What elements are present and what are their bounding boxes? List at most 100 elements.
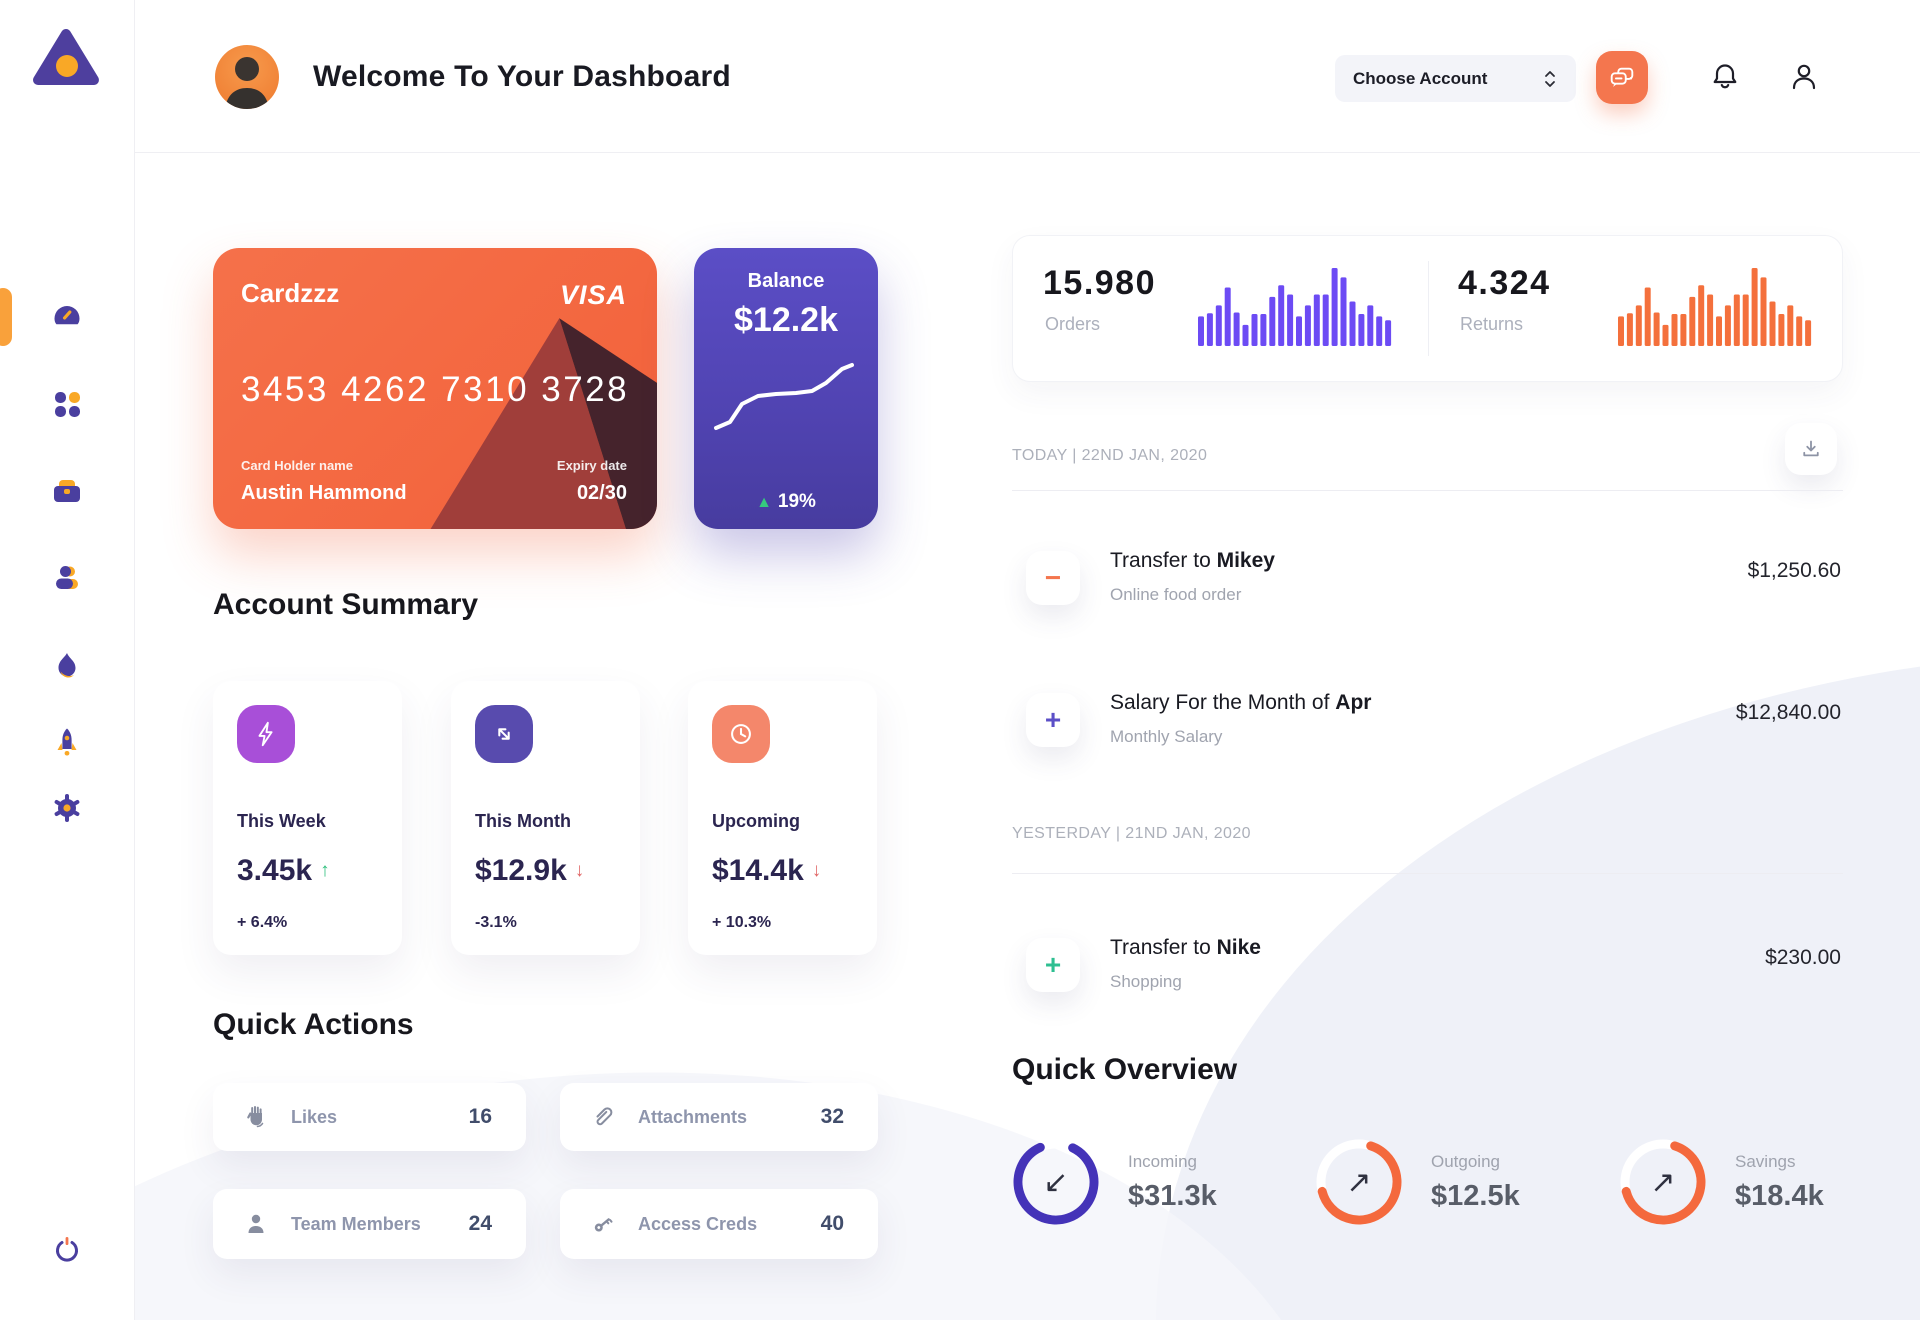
transaction-title: Transfer to Nike bbox=[1110, 936, 1261, 959]
messages-button[interactable] bbox=[1596, 51, 1648, 104]
arrow-down-left-icon: ↙ bbox=[1043, 1164, 1069, 1200]
header: Welcome To Your Dashboard Choose Account bbox=[135, 0, 1920, 153]
quick-action-count: 16 bbox=[468, 1105, 492, 1128]
transaction-amount: $1,250.60 bbox=[1747, 559, 1841, 582]
app-logo bbox=[30, 22, 102, 94]
transaction-subtitle: Monthly Salary bbox=[1110, 727, 1223, 746]
sidebar-item-people[interactable] bbox=[51, 562, 83, 594]
summary-value: $12.9k bbox=[475, 854, 567, 887]
date-header-today: TODAY | 22ND JAN, 2020 bbox=[1012, 447, 1208, 464]
quick-action-team-members[interactable]: Team Members 24 bbox=[213, 1189, 526, 1259]
sidebar-item-launch[interactable] bbox=[51, 726, 83, 758]
card-holder-label: Card Holder name bbox=[241, 458, 353, 473]
quick-action-attachments[interactable]: Attachments 32 bbox=[560, 1083, 878, 1151]
balance-delta: 19% bbox=[777, 491, 816, 512]
summary-delta: -3.1% bbox=[475, 914, 517, 931]
chevron-up-down-icon bbox=[1545, 70, 1555, 87]
download-button[interactable] bbox=[1785, 423, 1837, 475]
quick-action-label: Likes bbox=[291, 1106, 338, 1127]
download-icon bbox=[1803, 440, 1819, 457]
transaction-title: Salary For the Month of Apr bbox=[1110, 691, 1372, 714]
sidebar-item-trending[interactable] bbox=[51, 650, 83, 682]
orders-bar-chart bbox=[1198, 268, 1392, 346]
card-number: 3453 4262 7310 3728 bbox=[241, 370, 630, 409]
overview-value: $31.3k bbox=[1128, 1180, 1217, 1212]
divider bbox=[1012, 873, 1843, 874]
person-icon bbox=[1792, 64, 1816, 90]
quick-action-label: Attachments bbox=[638, 1106, 748, 1127]
users-icon bbox=[56, 566, 78, 589]
divider bbox=[1428, 261, 1429, 356]
balance-label: Balance bbox=[747, 270, 825, 292]
transaction-row-salary[interactable]: + Salary For the Month of Apr Monthly Sa… bbox=[1012, 685, 1843, 775]
account-selector-label: Choose Account bbox=[1353, 68, 1488, 88]
rocket-icon bbox=[57, 728, 77, 756]
trend-up-icon: ↑ bbox=[320, 860, 330, 881]
quick-action-count: 24 bbox=[468, 1212, 492, 1235]
summary-delta: + 6.4% bbox=[237, 914, 288, 931]
avatar-photo bbox=[225, 57, 269, 109]
summary-label: This Month bbox=[475, 811, 571, 831]
logout-button[interactable] bbox=[51, 1232, 83, 1264]
transaction-subtitle: Online food order bbox=[1110, 585, 1242, 604]
card-name: Cardzzz bbox=[241, 278, 340, 308]
transaction-row-mikey[interactable]: − Transfer to Mikey Online food order $1… bbox=[1012, 543, 1843, 633]
trend-down-icon: ↓ bbox=[811, 860, 822, 881]
outgoing-donut-chart: ↗ bbox=[1315, 1138, 1403, 1226]
expiry-label: Expiry date bbox=[556, 458, 627, 473]
briefcase-icon bbox=[54, 480, 80, 502]
key-icon bbox=[594, 1218, 613, 1232]
transaction-amount: $230.00 bbox=[1765, 946, 1841, 969]
incoming-donut-chart: ↙ bbox=[1012, 1138, 1100, 1226]
quick-action-label: Team Members bbox=[291, 1213, 421, 1234]
profile-button[interactable] bbox=[1787, 60, 1821, 94]
quick-action-access-creds[interactable]: Access Creds 40 bbox=[560, 1189, 878, 1259]
transaction-row-nike[interactable]: + Transfer to Nike Shopping $230.00 bbox=[1012, 930, 1843, 1020]
summary-delta: + 10.3% bbox=[712, 914, 772, 931]
clock-icon bbox=[731, 724, 751, 744]
sidebar-item-work[interactable] bbox=[51, 475, 83, 507]
account-selector[interactable]: Choose Account bbox=[1335, 55, 1576, 102]
right-column: 15.980 Orders 4.324 Returns TODAY | 22ND… bbox=[1012, 235, 1843, 1285]
sidebar-item-settings[interactable] bbox=[51, 792, 83, 824]
notifications-button[interactable] bbox=[1708, 60, 1742, 94]
arrow-up-right-icon: ↗ bbox=[1650, 1164, 1676, 1200]
summary-label: This Week bbox=[237, 811, 326, 831]
minus-icon: − bbox=[1026, 551, 1080, 605]
summary-value: 3.45k bbox=[237, 854, 313, 887]
overview-savings: ↗ Savings $18.4k bbox=[1619, 1138, 1919, 1248]
balance-trend-chart bbox=[714, 363, 854, 430]
chat-bubbles-icon bbox=[1610, 67, 1634, 87]
overview-outgoing: ↗ Outgoing $12.5k bbox=[1315, 1138, 1615, 1248]
returns-bar-chart bbox=[1618, 268, 1812, 346]
arrow-up-right-icon: ↗ bbox=[1346, 1164, 1372, 1200]
summary-value: $14.4k bbox=[712, 854, 804, 887]
flame-icon bbox=[58, 653, 76, 678]
quick-action-likes[interactable]: Likes 16 bbox=[213, 1083, 526, 1151]
returns-label: Returns bbox=[1460, 314, 1524, 334]
member-icon bbox=[248, 1214, 264, 1233]
sidebar-item-apps[interactable] bbox=[51, 388, 83, 420]
account-summary-title: Account Summary bbox=[213, 588, 479, 621]
active-nav-indicator bbox=[0, 288, 12, 346]
diagonal-arrows-icon bbox=[498, 728, 510, 740]
sidebar-item-dashboard[interactable] bbox=[51, 300, 83, 332]
card-holder-name: Austin Hammond bbox=[241, 482, 407, 504]
transaction-title: Transfer to Mikey bbox=[1110, 549, 1275, 572]
trend-down-icon: ↓ bbox=[574, 860, 585, 881]
page-title: Welcome To Your Dashboard bbox=[313, 60, 731, 93]
triangle-logo-icon bbox=[33, 29, 99, 85]
clap-hands-icon bbox=[247, 1106, 264, 1128]
lightning-icon bbox=[258, 721, 273, 747]
summary-card-upcoming: Upcoming $14.4k ↓ + 10.3% bbox=[688, 681, 877, 955]
plus-icon: + bbox=[1026, 693, 1080, 747]
user-avatar[interactable] bbox=[215, 45, 279, 109]
quick-overview-title: Quick Overview bbox=[1012, 1053, 1238, 1086]
quick-actions-title: Quick Actions bbox=[213, 1008, 414, 1041]
expiry-date: 02/30 bbox=[576, 482, 627, 504]
balance-card: Balance $12.2k ▲ 19% bbox=[694, 248, 878, 529]
overview-label: Savings bbox=[1735, 1152, 1796, 1171]
transaction-subtitle: Shopping bbox=[1110, 972, 1182, 991]
power-icon bbox=[56, 1237, 78, 1262]
overview-label: Incoming bbox=[1128, 1152, 1197, 1171]
